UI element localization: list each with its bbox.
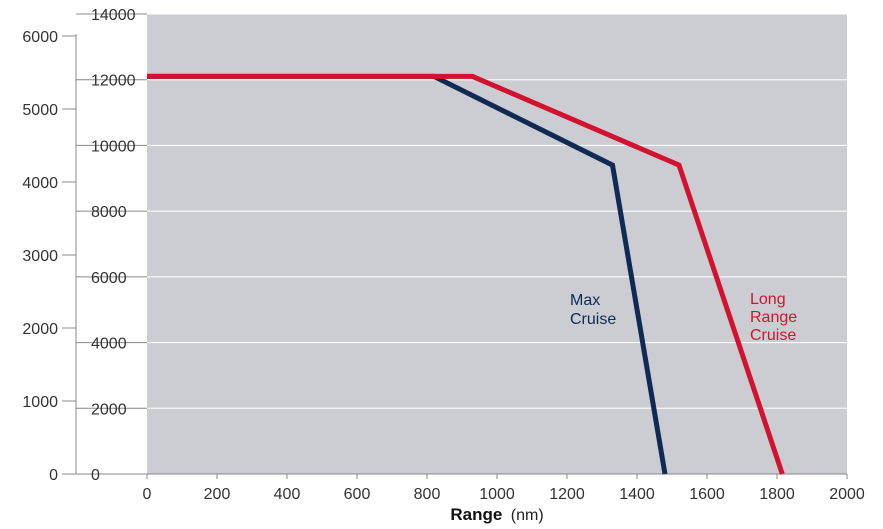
series-label-lrc-line-2: Range bbox=[750, 309, 797, 326]
y-outer-tick-label-1000: 1000 bbox=[22, 394, 58, 411]
grid bbox=[147, 13, 847, 409]
axes: 0200040006000800010000120001400001000200… bbox=[22, 7, 864, 503]
x-tick-label-1000: 1000 bbox=[479, 486, 515, 503]
x-tick-label-400: 400 bbox=[274, 486, 301, 503]
x-tick-label-1400: 1400 bbox=[619, 486, 655, 503]
y-inner-tick-label-6000: 6000 bbox=[91, 270, 127, 287]
y-outer-tick-label-3000: 3000 bbox=[22, 248, 58, 265]
series-label-max-cruise-line-2: Cruise bbox=[570, 311, 616, 328]
x-tick-label-2000: 2000 bbox=[829, 486, 865, 503]
y-outer-tick-label-6000: 6000 bbox=[22, 29, 58, 46]
x-tick-label-1800: 1800 bbox=[759, 486, 795, 503]
y-outer-tick-label-0: 0 bbox=[49, 467, 58, 484]
x-tick-label-1200: 1200 bbox=[549, 486, 585, 503]
series-label-lrc-line-3: Cruise bbox=[750, 327, 796, 344]
y-inner-tick-label-14000: 14000 bbox=[91, 7, 136, 24]
x-axis-title-main: Range bbox=[450, 505, 502, 524]
y-outer-tick-label-4000: 4000 bbox=[22, 175, 58, 192]
y-inner-tick-label-12000: 12000 bbox=[91, 73, 136, 90]
x-tick-label-800: 800 bbox=[414, 486, 441, 503]
plot-area bbox=[147, 14, 847, 474]
x-tick-label-200: 200 bbox=[204, 486, 231, 503]
x-tick-label-0: 0 bbox=[143, 486, 152, 503]
y-inner-tick-label-10000: 10000 bbox=[91, 138, 136, 155]
series-line-long-range-cruise bbox=[147, 73, 785, 475]
x-tick-label-600: 600 bbox=[344, 486, 371, 503]
series-lines bbox=[147, 73, 785, 475]
x-axis-title-unit: (nm) bbox=[511, 507, 544, 524]
series-label-max-cruise-line-1: Max bbox=[570, 292, 600, 309]
series-label-lrc-line-1: Long bbox=[750, 291, 786, 308]
y-outer-tick-label-5000: 5000 bbox=[22, 102, 58, 119]
x-tick-label-1600: 1600 bbox=[689, 486, 725, 503]
x-axis-title: Range (nm) bbox=[450, 505, 543, 524]
y-inner-tick-label-0: 0 bbox=[91, 467, 100, 484]
y-inner-tick-label-2000: 2000 bbox=[91, 401, 127, 418]
y-inner-tick-label-4000: 4000 bbox=[91, 336, 127, 353]
y-outer-tick-label-2000: 2000 bbox=[22, 321, 58, 338]
y-inner-tick-label-8000: 8000 bbox=[91, 204, 127, 221]
